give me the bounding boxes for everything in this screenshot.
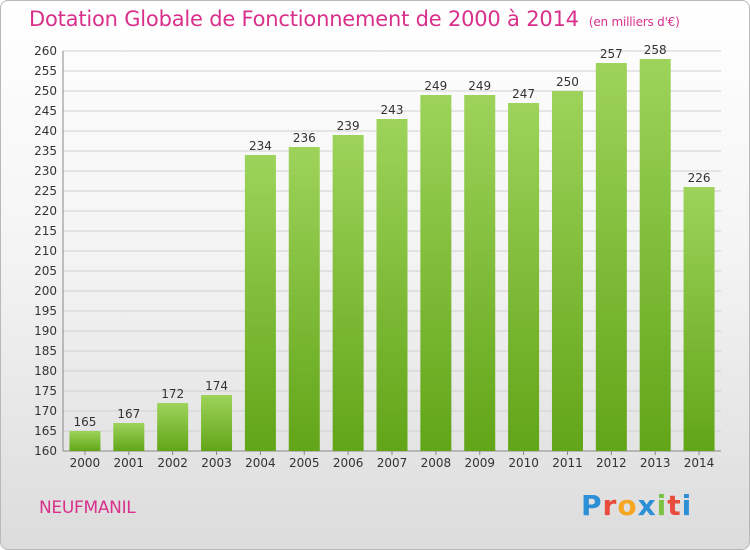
chart-title: Dotation Globale de Fonctionnement de 20… — [29, 7, 680, 31]
chart-title-main: Dotation Globale de Fonctionnement de 20… — [29, 7, 579, 31]
x-tick-label: 2006 — [333, 456, 364, 470]
x-tick-label: 2007 — [377, 456, 408, 470]
x-tick-label: 2011 — [552, 456, 583, 470]
bar — [639, 59, 671, 451]
y-tick-label: 225 — [34, 184, 57, 198]
bar — [508, 103, 540, 451]
data-label: 174 — [205, 379, 228, 393]
data-label: 165 — [73, 415, 96, 429]
bar — [113, 423, 145, 451]
commune-name: NEUFMANIL — [39, 498, 136, 518]
x-tick-label: 2008 — [421, 456, 452, 470]
bar — [69, 431, 101, 451]
y-tick-label: 170 — [34, 404, 57, 418]
data-label: 234 — [249, 139, 272, 153]
x-tick-label: 2002 — [157, 456, 188, 470]
bar — [201, 395, 233, 451]
data-label: 258 — [644, 43, 667, 57]
x-tick-label: 2014 — [684, 456, 715, 470]
y-tick-label: 210 — [34, 244, 57, 258]
bar — [288, 147, 320, 451]
data-label: 249 — [468, 79, 491, 93]
y-tick-label: 245 — [34, 104, 57, 118]
x-tick-label: 2010 — [508, 456, 539, 470]
y-tick-label: 250 — [34, 84, 57, 98]
bar — [244, 155, 276, 451]
y-tick-label: 205 — [34, 264, 57, 278]
x-tick-label: 2001 — [114, 456, 145, 470]
chart-title-unit: (en milliers d'€) — [588, 15, 680, 29]
y-tick-label: 190 — [34, 324, 57, 338]
x-tick-label: 2009 — [464, 456, 495, 470]
y-tick-label: 215 — [34, 224, 57, 238]
data-label: 236 — [293, 131, 316, 145]
x-tick-label: 2005 — [289, 456, 320, 470]
bar — [595, 63, 627, 451]
x-tick-label: 2000 — [70, 456, 101, 470]
y-tick-label: 220 — [34, 204, 57, 218]
y-tick-label: 195 — [34, 304, 57, 318]
y-tick-label: 260 — [34, 44, 57, 58]
x-tick-label: 2013 — [640, 456, 671, 470]
y-tick-label: 160 — [34, 444, 57, 458]
x-tick-label: 2012 — [596, 456, 627, 470]
bar — [157, 403, 189, 451]
data-label: 226 — [688, 171, 711, 185]
data-label: 172 — [161, 387, 184, 401]
data-label: 243 — [381, 103, 404, 117]
data-label: 257 — [600, 47, 623, 61]
proxiti-logo: Proxiti — [581, 489, 693, 522]
data-label: 250 — [556, 75, 579, 89]
y-tick-label: 230 — [34, 164, 57, 178]
x-tick-label: 2003 — [201, 456, 232, 470]
bar — [332, 135, 364, 451]
data-label: 239 — [337, 119, 360, 133]
y-tick-label: 175 — [34, 384, 57, 398]
bar — [551, 91, 583, 451]
y-tick-label: 255 — [34, 64, 57, 78]
bar — [420, 95, 452, 451]
bar — [464, 95, 496, 451]
x-tick-label: 2004 — [245, 456, 276, 470]
bar — [683, 187, 715, 451]
data-label: 247 — [512, 87, 535, 101]
y-tick-label: 200 — [34, 284, 57, 298]
y-tick-label: 240 — [34, 124, 57, 138]
data-label: 249 — [424, 79, 447, 93]
y-tick-label: 185 — [34, 344, 57, 358]
y-tick-label: 235 — [34, 144, 57, 158]
y-tick-label: 180 — [34, 364, 57, 378]
bar — [376, 119, 408, 451]
y-tick-label: 165 — [34, 424, 57, 438]
data-label: 167 — [117, 407, 140, 421]
